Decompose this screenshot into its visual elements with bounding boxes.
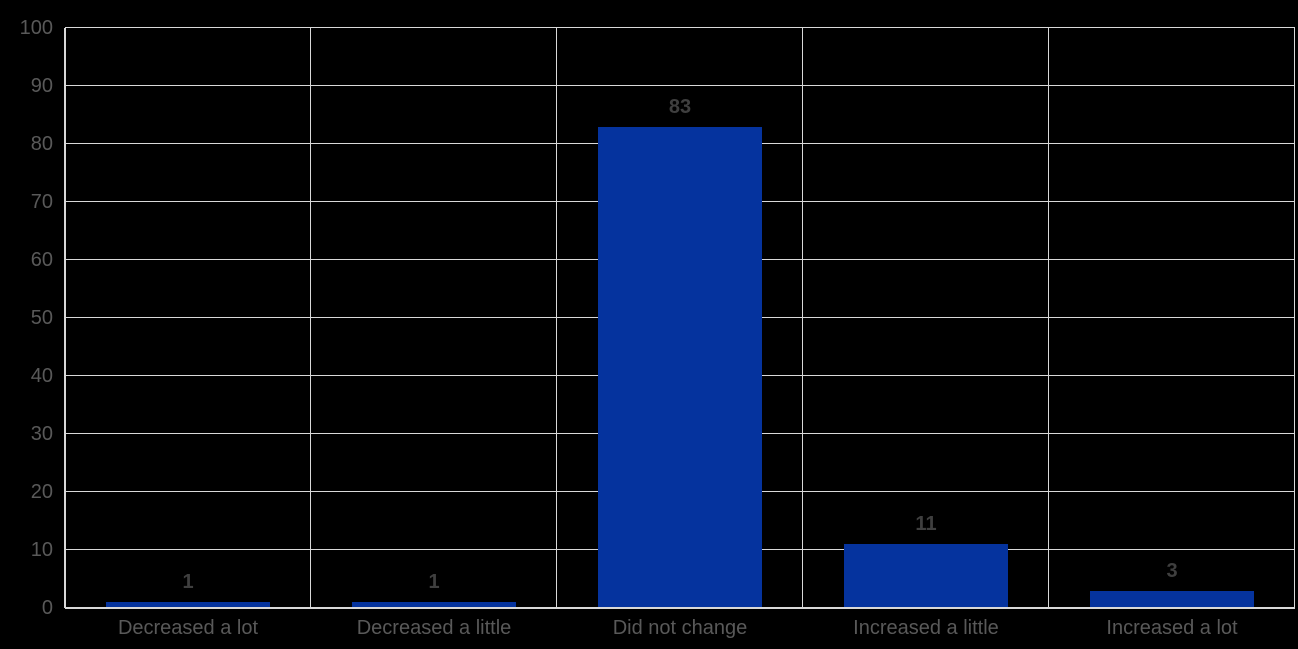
gridline-horizontal bbox=[65, 27, 1295, 29]
gridline-horizontal bbox=[65, 85, 1295, 87]
data-label-increased-a-little: 11 bbox=[915, 513, 937, 536]
gridline-vertical bbox=[310, 28, 312, 608]
data-label-increased-a-lot: 3 bbox=[1166, 559, 1178, 582]
bar-increased-a-lot bbox=[1090, 590, 1254, 608]
gridline-vertical bbox=[1048, 28, 1050, 608]
bar-increased-a-little bbox=[844, 544, 1008, 608]
gridline-vertical bbox=[1294, 28, 1296, 608]
y-axis-tick-label: 80 bbox=[30, 133, 53, 155]
bar-decreased-a-lot bbox=[106, 602, 270, 608]
x-axis-line bbox=[65, 607, 1295, 609]
y-axis-tick-label: 100 bbox=[19, 17, 53, 39]
y-axis-tick-label: 0 bbox=[41, 597, 53, 619]
gridline-vertical bbox=[802, 28, 804, 608]
y-axis-tick-label: 50 bbox=[30, 307, 53, 329]
x-axis-category-label-decreased-a-little: Decreased a little bbox=[356, 617, 512, 639]
bar-did-not-change bbox=[598, 126, 762, 608]
y-axis-tick-label: 10 bbox=[30, 539, 53, 561]
x-axis-category-label-decreased-a-lot: Decreased a lot bbox=[117, 617, 259, 639]
y-axis-tick-label: 20 bbox=[30, 481, 53, 503]
x-axis-category-label-increased-a-lot: Increased a lot bbox=[1106, 617, 1238, 639]
data-label-did-not-change: 83 bbox=[668, 95, 692, 118]
data-label-decreased-a-little: 1 bbox=[428, 571, 440, 594]
y-axis-tick-label: 30 bbox=[30, 423, 53, 445]
x-axis-category-label-did-not-change: Did not change bbox=[612, 617, 748, 639]
y-axis-line bbox=[64, 28, 66, 608]
y-axis-tick-label: 40 bbox=[30, 365, 53, 387]
data-label-decreased-a-lot: 1 bbox=[182, 571, 194, 594]
y-axis-tick-label: 70 bbox=[30, 191, 53, 213]
x-axis-category-label-increased-a-little: Increased a little bbox=[853, 617, 999, 639]
gridline-vertical bbox=[556, 28, 558, 608]
plot-area: 1 1 83 11 3 bbox=[64, 27, 1296, 609]
bar-decreased-a-little bbox=[352, 602, 516, 608]
y-axis-tick-label: 60 bbox=[30, 249, 53, 271]
y-axis-tick-label: 90 bbox=[30, 75, 53, 97]
